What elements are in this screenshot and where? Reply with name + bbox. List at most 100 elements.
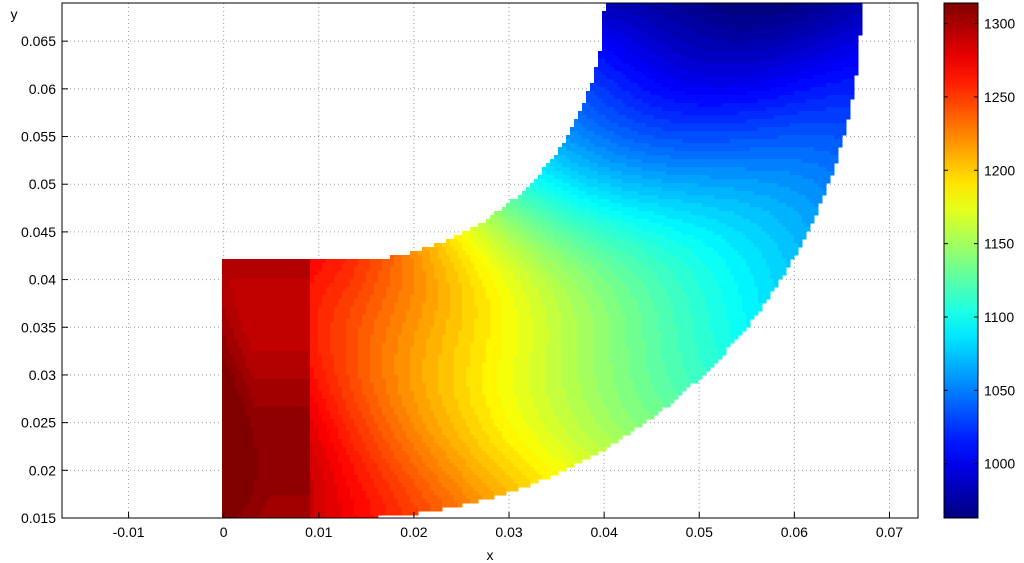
field-cell	[674, 143, 679, 148]
field-cell	[730, 79, 735, 84]
field-cell	[758, 59, 763, 64]
field-cell	[750, 127, 755, 132]
field-cell	[546, 207, 551, 212]
field-cell	[742, 159, 747, 164]
field-cell	[726, 147, 731, 152]
field-cell	[698, 251, 703, 256]
field-cell	[670, 11, 675, 16]
field-cell	[834, 3, 839, 8]
field-cell	[666, 179, 671, 184]
field-cell	[686, 195, 691, 200]
field-cell	[646, 63, 651, 68]
field-cell	[490, 215, 495, 220]
field-cell	[666, 39, 671, 44]
field-cell	[558, 251, 563, 256]
field-cell	[822, 119, 827, 124]
field-cell	[614, 155, 619, 160]
field-cell	[682, 203, 687, 208]
field-cell	[782, 179, 787, 184]
field-cell	[850, 91, 855, 96]
field-cell	[654, 171, 659, 176]
field-cell	[794, 167, 799, 172]
field-cell	[742, 211, 747, 216]
field-cell	[606, 195, 611, 200]
field-cell	[834, 59, 839, 64]
field-cell	[766, 3, 771, 8]
field-cell	[750, 191, 755, 196]
field-cell	[822, 3, 827, 8]
field-cell	[682, 95, 687, 100]
field-cell	[610, 35, 615, 40]
field-cell	[706, 219, 711, 224]
field-cell	[766, 235, 771, 240]
field-cell	[622, 31, 627, 36]
field-cell	[746, 227, 751, 232]
field-cell	[646, 123, 651, 128]
field-cell	[806, 203, 811, 208]
field-cell	[594, 223, 599, 228]
field-cell	[650, 3, 655, 8]
field-cell	[602, 79, 607, 84]
field-cell	[634, 147, 639, 152]
field-cell	[754, 139, 759, 144]
field-cell	[782, 91, 787, 96]
field-cell	[602, 23, 607, 28]
field-cell	[750, 155, 755, 160]
field-cell	[782, 75, 787, 80]
field-cell	[550, 199, 555, 204]
field-cell	[614, 107, 619, 112]
field-cell	[602, 67, 607, 72]
field-cell	[822, 11, 827, 16]
field-cell	[698, 199, 703, 204]
field-cell	[374, 263, 379, 268]
field-cell	[806, 99, 811, 104]
field-cell	[634, 115, 639, 120]
field-cell	[614, 127, 619, 132]
field-cell	[622, 219, 627, 224]
field-cell	[842, 59, 847, 64]
field-cell	[702, 183, 707, 188]
field-cell	[434, 243, 439, 248]
field-cell	[738, 83, 743, 88]
field-cell	[562, 219, 567, 224]
field-cell	[422, 247, 427, 252]
field-cell	[706, 235, 711, 240]
field-cell	[770, 227, 775, 232]
field-cell	[526, 207, 531, 212]
field-cell	[598, 139, 603, 144]
field-cell	[554, 211, 559, 216]
field-cell	[622, 207, 627, 212]
field-cell	[742, 135, 747, 140]
field-cell	[578, 239, 583, 244]
field-cell	[302, 267, 307, 272]
field-cell	[426, 259, 431, 264]
field-cell	[562, 239, 567, 244]
field-cell	[742, 115, 747, 120]
field-cell	[274, 267, 279, 272]
field-cell	[786, 103, 791, 108]
field-cell	[778, 95, 783, 100]
field-cell	[734, 159, 739, 164]
field-cell	[698, 147, 703, 152]
field-cell	[642, 227, 647, 232]
field-cell	[642, 187, 647, 192]
field-cell	[802, 127, 807, 132]
field-cell	[662, 243, 667, 248]
field-cell	[738, 247, 743, 252]
field-cell	[774, 207, 779, 212]
field-cell	[674, 31, 679, 36]
field-cell	[682, 131, 687, 136]
field-cell	[770, 231, 775, 236]
field-cell	[690, 167, 695, 172]
field-cell	[706, 35, 711, 40]
field-cell	[818, 103, 823, 108]
field-cell	[670, 167, 675, 172]
field-cell	[842, 127, 847, 132]
field-cell	[562, 163, 567, 168]
field-cell	[694, 227, 699, 232]
field-cell	[574, 235, 579, 240]
field-cell	[606, 31, 611, 36]
field-cell	[594, 219, 599, 224]
field-cell	[626, 51, 631, 56]
field-cell	[606, 139, 611, 144]
